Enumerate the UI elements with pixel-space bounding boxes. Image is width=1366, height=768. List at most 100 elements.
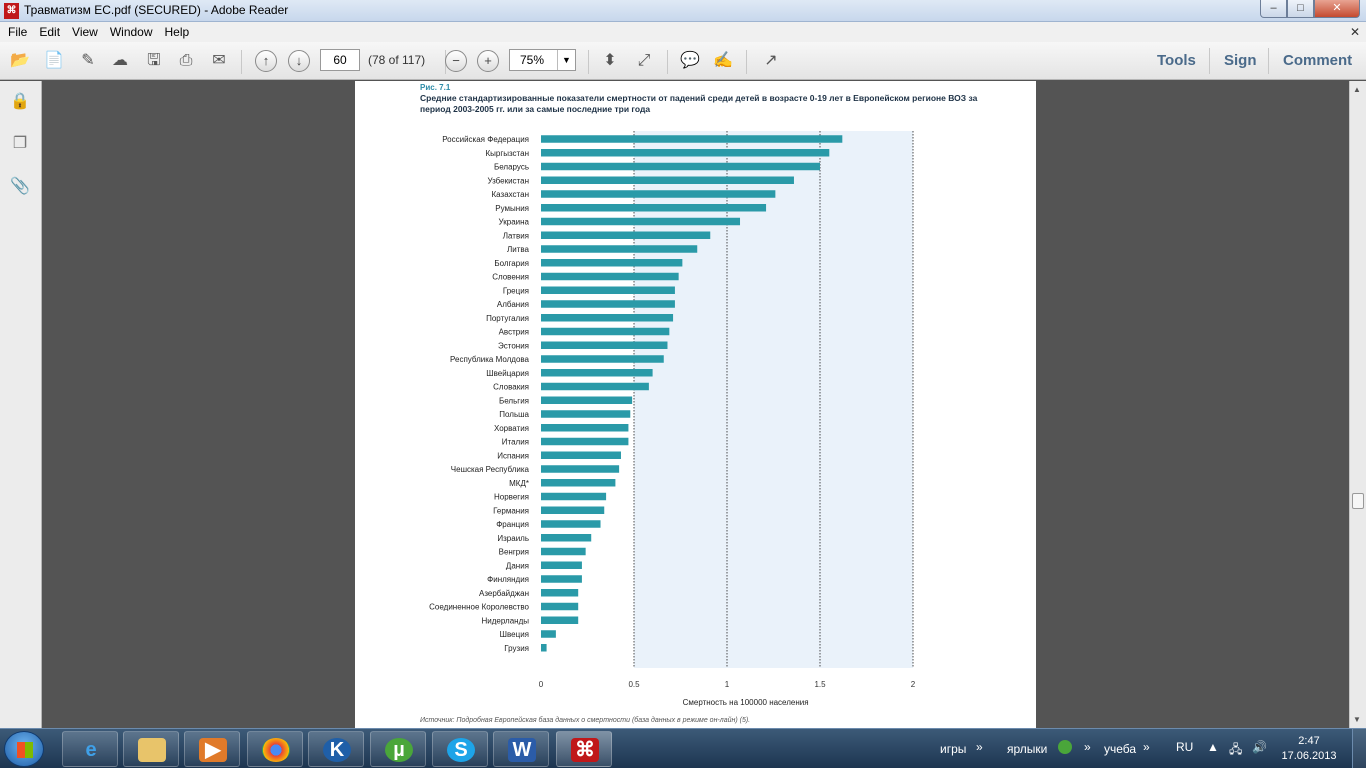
skype-icon: S — [447, 738, 475, 762]
y-category-label: Италия — [502, 438, 529, 447]
y-category-label: Хорватия — [494, 424, 529, 433]
y-category-label: Румыния — [495, 204, 529, 213]
chart-bar — [541, 286, 675, 294]
chart-bar — [541, 369, 653, 377]
attachment-icon[interactable]: 📎 — [10, 178, 30, 195]
y-category-label: Российская Федерация — [442, 135, 529, 144]
cloud-upload-icon[interactable]: ☁ — [112, 52, 128, 69]
chart-bar — [541, 176, 794, 184]
taskbar-skype[interactable]: S — [432, 731, 488, 767]
chart-bar — [541, 190, 776, 198]
page-thumbnails-icon[interactable]: ❐ — [12, 135, 28, 152]
close-document-icon[interactable]: ✕ — [1349, 25, 1360, 39]
previous-page-icon[interactable]: ↑ — [255, 50, 277, 72]
x-axis-label: Смертность на 100000 населения — [683, 698, 809, 707]
chart-bar — [541, 314, 674, 322]
y-category-label: Португалия — [486, 314, 529, 323]
taskbar-explorer[interactable] — [123, 731, 179, 767]
taskbar-internet-explorer[interactable]: e — [62, 731, 118, 767]
adobe-reader-icon: ⌘ — [571, 738, 599, 762]
minimize-button[interactable]: – — [1260, 0, 1287, 18]
toolbar-divider — [667, 50, 668, 74]
highlight-icon[interactable]: ✍ — [713, 52, 733, 69]
sign-pane-button[interactable]: Sign — [1224, 52, 1257, 69]
fit-width-icon[interactable]: ⤢ — [637, 52, 651, 69]
chart-shaded-region — [634, 131, 913, 668]
chevron-right-icon[interactable]: » — [976, 740, 983, 754]
x-tick-label: 1.5 — [814, 680, 826, 689]
chart-bar — [541, 534, 592, 542]
chart-bar — [541, 575, 582, 583]
full-screen-icon[interactable]: ↗ — [764, 52, 778, 69]
network-icon[interactable]: 🖧 — [1229, 742, 1243, 756]
chart-bar — [541, 644, 547, 652]
toolbar-shortcuts[interactable]: ярлыки — [1007, 742, 1048, 756]
chevron-down-icon[interactable]: ▼ — [557, 50, 575, 70]
email-icon[interactable]: ✉ — [212, 52, 226, 69]
system-clock[interactable]: 2:47 17.06.2013 — [1278, 734, 1340, 764]
scroll-down-icon[interactable]: ▼ — [1353, 715, 1361, 724]
chart-bar — [541, 616, 579, 624]
y-category-label: Германия — [493, 506, 529, 515]
y-category-label: Чешская Республика — [451, 465, 530, 474]
toolbar-study[interactable]: учеба — [1104, 742, 1137, 756]
show-desktop-button[interactable] — [1352, 729, 1366, 768]
y-category-label: Франция — [496, 520, 529, 529]
chart-bar — [541, 259, 683, 267]
taskbar-chrome[interactable] — [247, 731, 303, 767]
word-icon: W — [508, 738, 536, 762]
y-category-label: Азербайджан — [479, 589, 529, 598]
create-pdf-icon[interactable]: 📄 — [44, 52, 64, 69]
maximize-button[interactable]: □ — [1287, 0, 1314, 18]
save-icon[interactable]: 🖫 — [147, 52, 161, 69]
close-button[interactable]: ✕ — [1314, 0, 1360, 18]
comment-pane-button[interactable]: Comment — [1283, 52, 1353, 69]
chevron-right-icon[interactable]: » — [1143, 740, 1150, 754]
chart-bar — [541, 492, 607, 501]
menu-window[interactable]: Window — [109, 25, 153, 39]
y-category-label: Израиль — [497, 534, 529, 543]
open-file-icon[interactable]: 📂 — [10, 52, 30, 69]
taskbar-kaspersky[interactable]: K — [308, 731, 364, 767]
taskbar-adobe-reader[interactable]: ⌘ — [556, 731, 612, 767]
chart-bar — [541, 135, 843, 143]
show-hidden-icons-icon[interactable]: ▲ — [1207, 740, 1219, 754]
utorrent-tray-icon[interactable] — [1058, 740, 1072, 754]
y-category-label: Республика Молдова — [450, 355, 530, 364]
toolbar-games[interactable]: игры — [940, 742, 967, 756]
zoom-out-icon[interactable]: − — [445, 50, 467, 72]
menu-view[interactable]: View — [72, 25, 98, 39]
scroll-up-icon[interactable]: ▲ — [1353, 85, 1361, 94]
y-category-label: Эстония — [498, 341, 529, 350]
fit-page-icon[interactable]: ⬍ — [603, 52, 617, 69]
x-tick-label: 1 — [725, 680, 730, 689]
chevron-right-icon[interactable]: » — [1084, 740, 1091, 754]
chart-bar — [541, 479, 616, 487]
lock-icon[interactable]: 🔒 — [10, 93, 30, 110]
print-icon[interactable]: ⎙ — [179, 52, 193, 69]
menu-file[interactable]: File — [8, 25, 28, 39]
comment-bubble-icon[interactable]: 💬 — [680, 52, 700, 69]
vertical-scrollbar[interactable]: ▲ ▼ — [1349, 81, 1366, 728]
menu-edit[interactable]: Edit — [39, 25, 61, 39]
zoom-select[interactable]: 75% ▼ — [509, 49, 576, 71]
scrollbar-thumb[interactable] — [1352, 493, 1364, 509]
toolbar-divider — [1268, 48, 1269, 74]
zoom-in-icon[interactable]: + — [477, 50, 499, 72]
taskbar-word[interactable]: W — [493, 731, 549, 767]
toolbar: 📂 📄 ✎ ☁ 🖫 ⎙ ✉ ↑ ↓ − + ⬍ ⤢ 💬 ✍ ↗ — [0, 42, 1366, 80]
navigation-pane: 🔒 ❐ 📎 — [0, 81, 42, 728]
language-indicator[interactable]: RU — [1176, 740, 1194, 754]
menu-help[interactable]: Help — [164, 25, 190, 39]
tools-pane-button[interactable]: Tools — [1157, 52, 1196, 69]
start-button[interactable] — [4, 731, 44, 767]
taskbar-utorrent[interactable]: µ — [370, 731, 426, 767]
chart-bar — [541, 341, 668, 349]
page-number-input[interactable]: 60 — [320, 49, 360, 71]
y-category-label: Украина — [499, 218, 530, 227]
volume-icon[interactable]: 🔊 — [1252, 740, 1267, 754]
next-page-icon[interactable]: ↓ — [288, 50, 310, 72]
edit-icon[interactable]: ✎ — [81, 52, 95, 69]
taskbar-media-player[interactable]: ▶ — [184, 731, 240, 767]
y-category-label: Венгрия — [499, 548, 529, 557]
